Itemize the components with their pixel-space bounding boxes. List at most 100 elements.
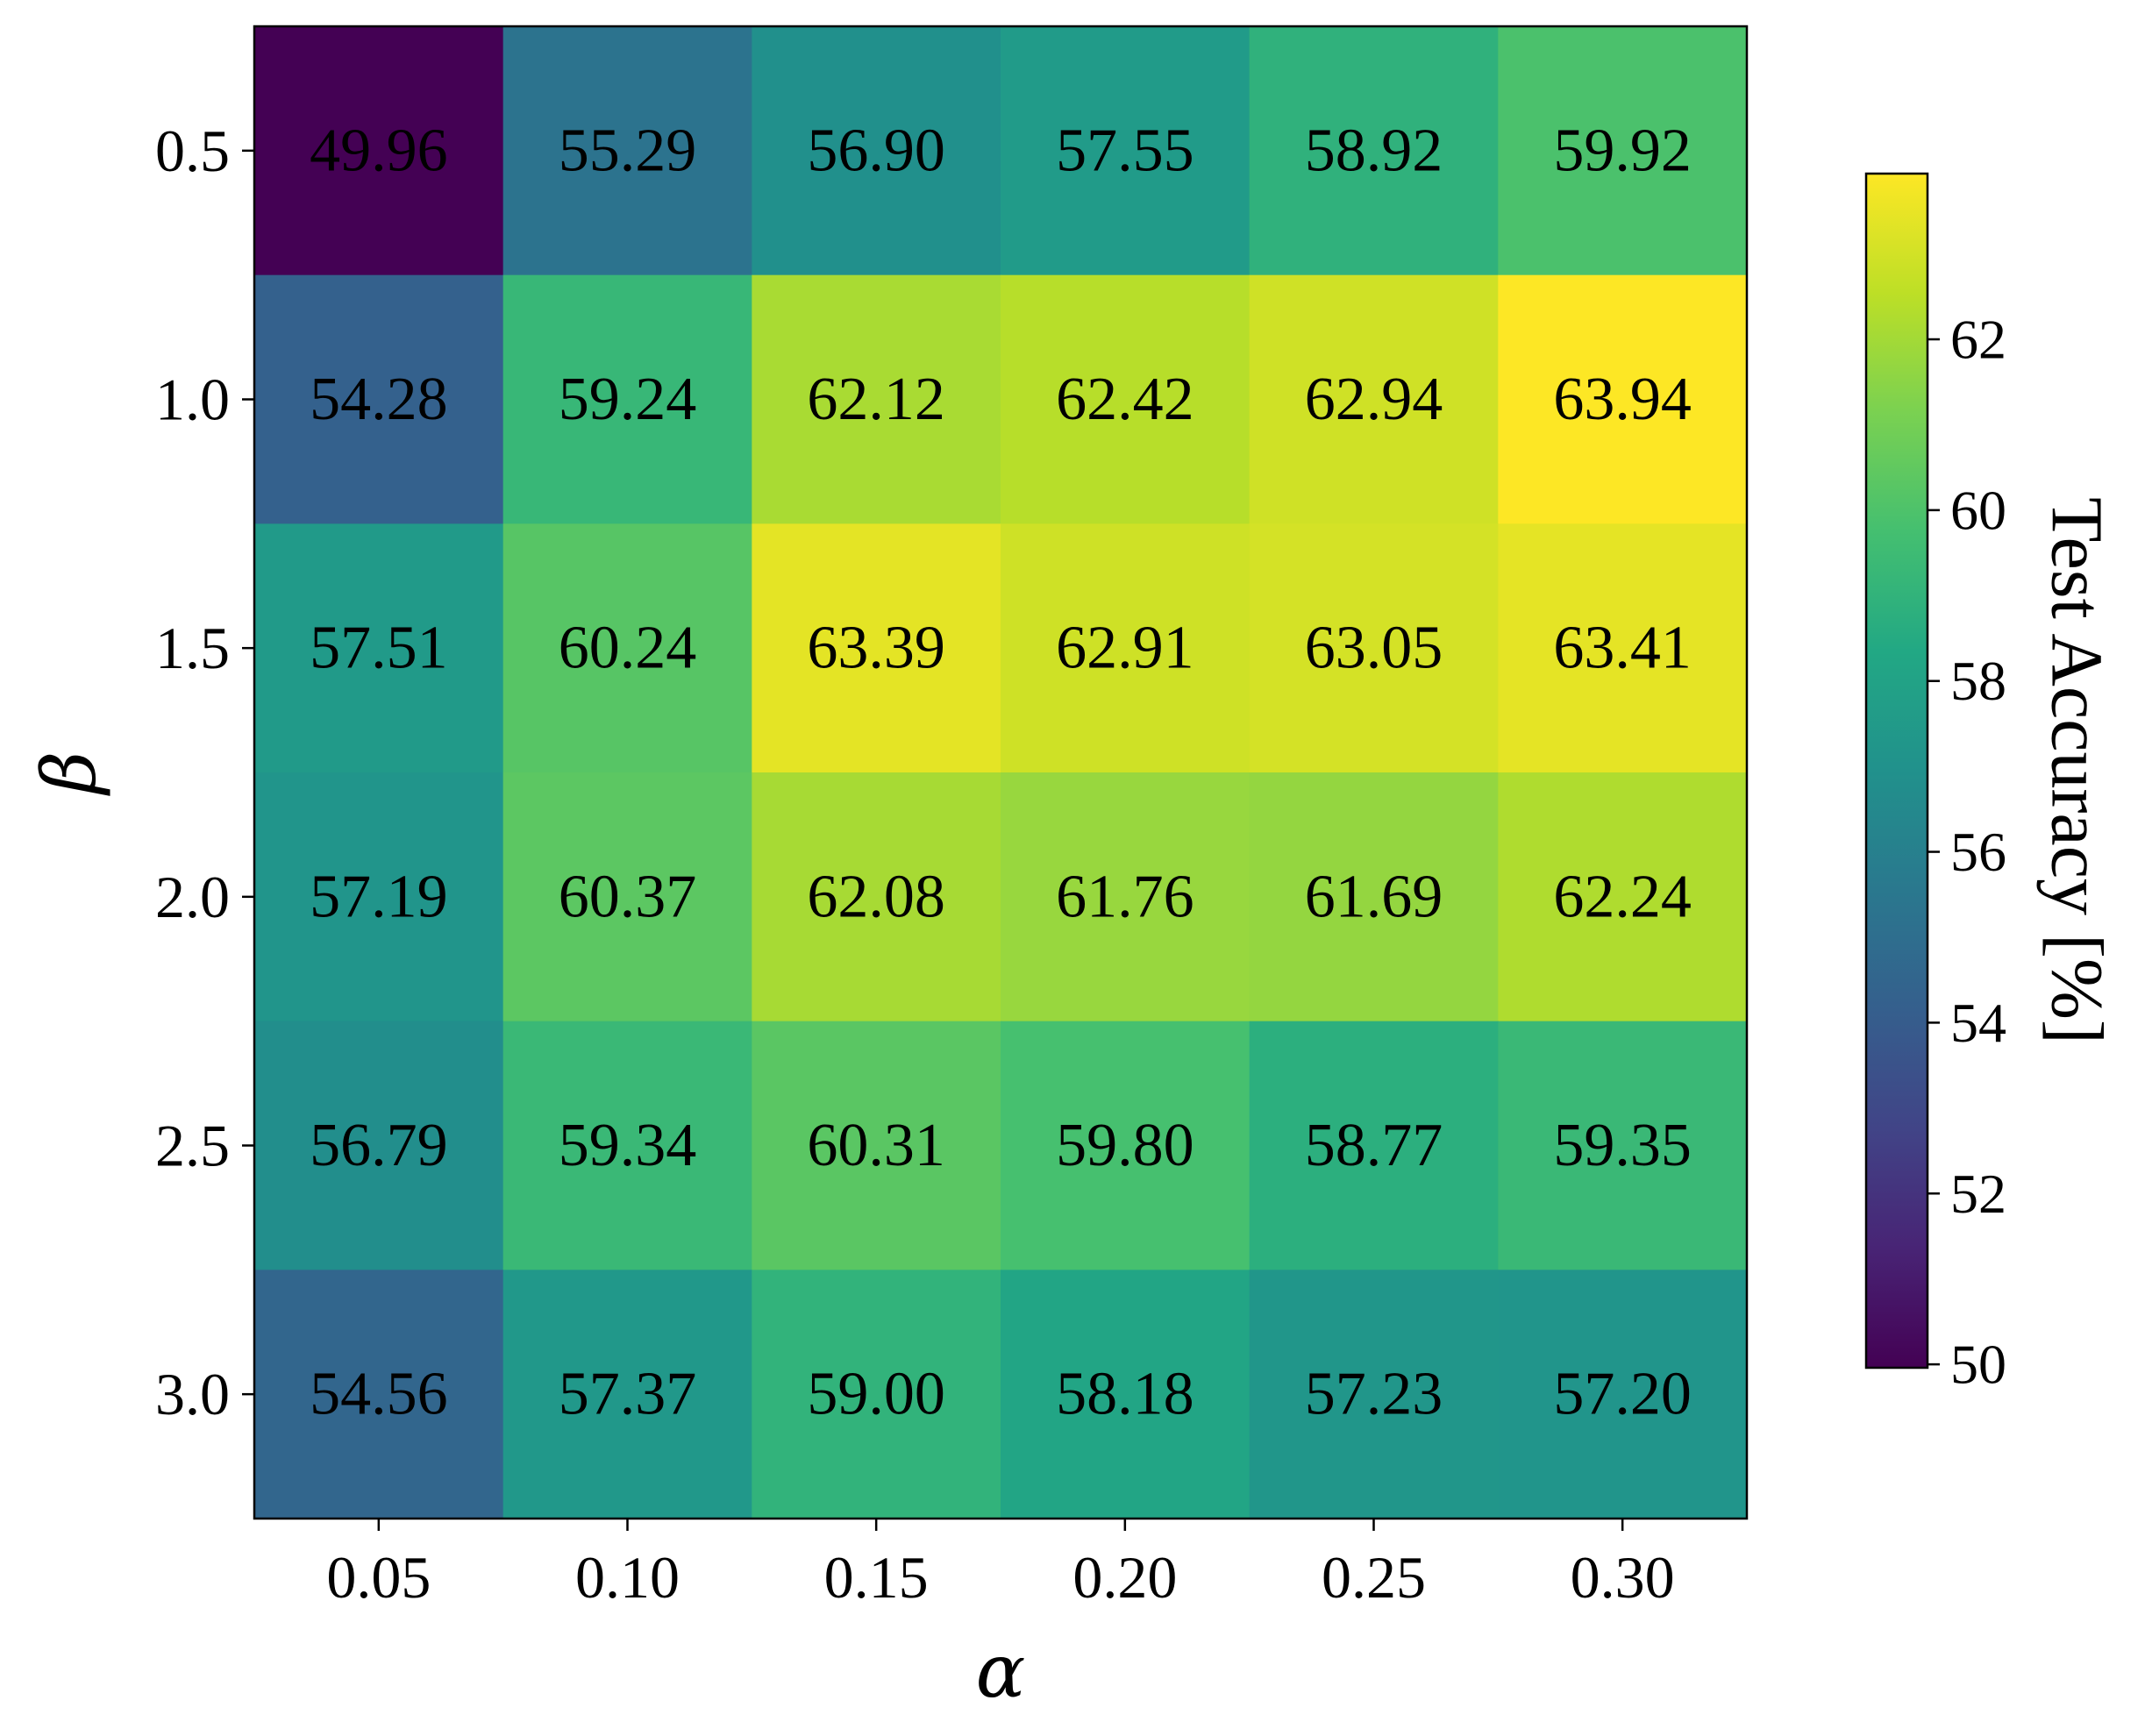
colorbar-tick-label: 52	[1950, 1163, 2006, 1225]
heatmap-cell	[752, 26, 1001, 276]
cell-value-label: 62.94	[1305, 366, 1443, 433]
plot-frame	[253, 25, 1749, 1520]
heatmap-cell	[254, 523, 504, 773]
colorbar-tick-label: 54	[1950, 992, 2006, 1054]
cell-value-label: 58.77	[1305, 1112, 1443, 1179]
heatmap-cell	[254, 772, 504, 1022]
cell-value-label: 60.37	[559, 863, 697, 930]
cell-value-label: 61.69	[1305, 863, 1443, 930]
y-tick-label: 2.0	[155, 864, 230, 930]
x-axis-ticks: 0.05 0.10 0.15 0.20 0.25 0.30	[326, 1519, 1675, 1611]
cell-value-label: 57.23	[1305, 1361, 1443, 1428]
cell-value-label: 57.19	[310, 863, 448, 930]
colorbar: 50 52 54 56 58 60 62 Test Accuracy [%]	[1864, 172, 2118, 1396]
cell-value-label: 59.35	[1553, 1112, 1692, 1179]
heatmap-cell	[1249, 523, 1499, 773]
cell-value-label: 62.08	[807, 863, 945, 930]
x-tick-label: 0.25	[1322, 1544, 1426, 1611]
y-axis-label: β	[26, 751, 112, 797]
colorbar-tick-label: 60	[1950, 479, 2006, 541]
y-axis-ticks: 0.5 1.0 1.5 2.0 2.5 3.0	[155, 117, 254, 1427]
heatmap-cell	[752, 523, 1001, 773]
heatmap-cell	[1498, 1270, 1748, 1519]
cell-value-label: 56.79	[310, 1112, 448, 1179]
cell-value-label: 57.20	[1553, 1361, 1692, 1428]
heatmap-cell	[1498, 772, 1748, 1022]
heatmap-cell	[1498, 26, 1748, 276]
cell-value-label: 57.51	[310, 615, 448, 682]
cell-value-label: 60.24	[559, 615, 697, 682]
heatmap-cell	[1001, 1270, 1251, 1519]
heatmap-cell	[254, 26, 504, 276]
x-tick-label: 0.05	[326, 1544, 431, 1611]
heatmap-cell	[752, 274, 1001, 524]
cell-value-label: 59.34	[559, 1112, 697, 1179]
cell-value-label: 49.96	[310, 117, 448, 184]
heatmap-cells	[254, 26, 1748, 1519]
heatmap-cell	[1249, 772, 1499, 1022]
x-axis-label: α	[976, 1628, 1026, 1714]
cell-value-label: 58.92	[1305, 117, 1443, 184]
cell-value-label: 59.92	[1553, 117, 1692, 184]
cell-value-label: 62.12	[807, 366, 945, 433]
heatmap-cell	[502, 1270, 752, 1519]
heatmap-cell	[752, 772, 1001, 1022]
cell-value-label: 63.94	[1553, 366, 1692, 433]
x-tick-label: 0.30	[1571, 1544, 1675, 1611]
heatmap-cell	[1498, 523, 1748, 773]
cell-value-label: 54.56	[310, 1361, 448, 1428]
heatmap-cell	[1249, 26, 1499, 276]
heatmap-cell	[254, 274, 504, 524]
heatmap-cell	[1498, 1021, 1748, 1270]
y-tick-label: 0.5	[155, 117, 230, 184]
heatmap-cell	[502, 26, 752, 276]
cell-annotations: 49.96 55.29 56.90 57.55 58.92 59.92 54.28 59.24…	[310, 117, 1692, 1427]
heatmap-cell	[502, 523, 752, 773]
cell-value-label: 59.00	[807, 1361, 945, 1428]
heatmap-cell	[1249, 274, 1499, 524]
cell-value-label: 60.31	[807, 1112, 945, 1179]
x-tick-label: 0.20	[1072, 1544, 1177, 1611]
colorbar-tick-label: 56	[1950, 821, 2006, 883]
heatmap-cell	[254, 1021, 504, 1270]
x-tick-label: 0.15	[824, 1544, 929, 1611]
cell-value-label: 54.28	[310, 366, 448, 433]
colorbar-tick-label: 50	[1950, 1334, 2006, 1396]
cell-value-label: 55.29	[559, 117, 697, 184]
y-tick-label: 3.0	[155, 1361, 230, 1427]
colorbar-tick-label: 58	[1950, 650, 2006, 712]
colorbar-tick-label: 62	[1950, 309, 2006, 371]
cell-value-label: 58.18	[1056, 1361, 1194, 1428]
cell-value-label: 63.05	[1305, 615, 1443, 682]
cell-value-label: 62.24	[1553, 863, 1692, 930]
heatmap-cell	[1001, 26, 1251, 276]
cell-value-label: 63.39	[807, 615, 945, 682]
cell-value-label: 57.37	[559, 1361, 697, 1428]
cell-value-label: 62.91	[1056, 615, 1194, 682]
heatmap-cell	[1001, 274, 1251, 524]
cell-value-label: 61.76	[1056, 863, 1194, 930]
heatmap-cell	[1249, 1021, 1499, 1270]
heatmap-cell	[752, 1021, 1001, 1270]
heatmap-cell	[254, 1270, 504, 1519]
cell-value-label: 59.80	[1056, 1112, 1194, 1179]
heatmap-cell	[1249, 1270, 1499, 1519]
cell-value-label: 59.24	[559, 366, 697, 433]
heatmap-cell	[1001, 1021, 1251, 1270]
heatmap-cell	[1001, 523, 1251, 773]
heatmap-cell	[502, 274, 752, 524]
heatmap-cell	[502, 772, 752, 1022]
heatmap-cell	[752, 1270, 1001, 1519]
cell-value-label: 62.42	[1056, 366, 1194, 433]
colorbar-label: Test Accuracy [%]	[2036, 497, 2118, 1044]
heatmap-cell	[502, 1021, 752, 1270]
x-tick-label: 0.10	[575, 1544, 680, 1611]
colorbar-gradient	[1864, 172, 1929, 1370]
heatmap-cell	[1001, 772, 1251, 1022]
y-tick-label: 1.5	[155, 615, 230, 681]
y-tick-label: 1.0	[155, 366, 230, 433]
cell-value-label: 63.41	[1553, 615, 1692, 682]
cell-value-label: 56.90	[807, 117, 945, 184]
heatmap-cell	[1498, 274, 1748, 524]
